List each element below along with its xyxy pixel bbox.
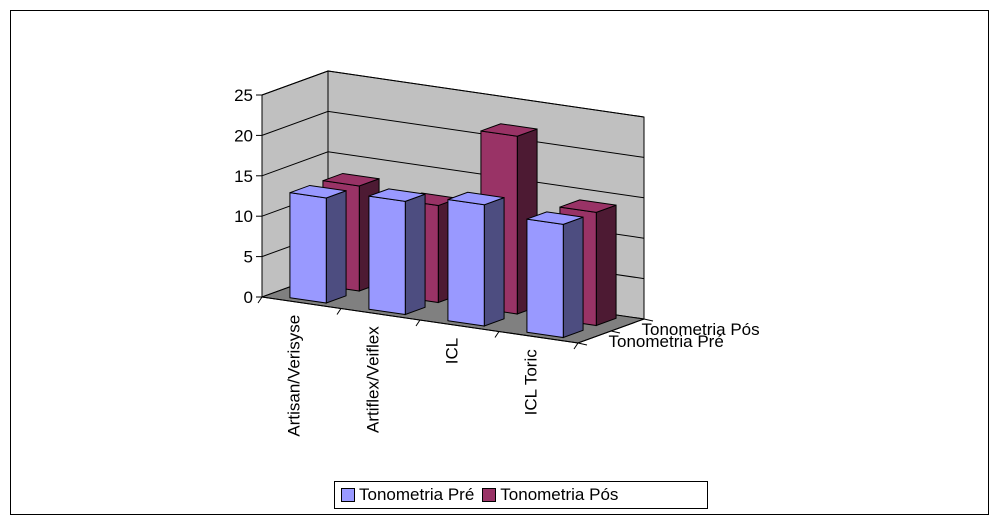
x-tick-mark [573, 342, 579, 350]
bar-top [447, 191, 505, 206]
gridline-15 [261, 151, 645, 199]
x-tick-label: Artisan/Verisyse [285, 315, 304, 437]
axes [256, 94, 654, 350]
bar-top [322, 172, 380, 187]
depth-tick-mark [643, 318, 654, 322]
x-tick-mark [415, 319, 421, 327]
bar-front [526, 218, 564, 339]
bar-top [526, 211, 584, 225]
y-tick-label: 15 [234, 167, 253, 186]
legend-swatch-pre [341, 488, 355, 502]
bar-top [289, 184, 347, 199]
gridline-25 [261, 70, 645, 118]
x-tick-label: Artiflex/Veiflex [364, 326, 383, 433]
y-tick-label: 0 [244, 288, 253, 307]
legend-entry-pre: Tonometria Pré [341, 485, 474, 505]
y-tick-label: 25 [234, 86, 253, 105]
gridline-20 [261, 110, 645, 158]
bar-front [289, 192, 327, 304]
bars [289, 123, 617, 339]
bar-front [447, 198, 485, 327]
depth-label: Tonometria Pré [609, 332, 724, 351]
bar-pre-1 [368, 188, 426, 316]
bar-pre-0 [289, 184, 347, 304]
depth-label: Tonometria Pós [642, 320, 760, 339]
bar-side [404, 193, 426, 316]
bar-pre-3 [526, 211, 584, 339]
x-tick-mark [336, 308, 342, 315]
x-tick-mark [494, 331, 500, 338]
bar-side [483, 196, 505, 327]
bar-side [595, 204, 617, 327]
bar-top [368, 188, 426, 202]
y-tick-label: 5 [244, 248, 253, 267]
legend-swatch-pos [482, 488, 497, 502]
x-tick-mark [257, 296, 263, 304]
depth-tick-mark [577, 342, 588, 346]
bar-side [325, 190, 347, 304]
bar-top [480, 123, 538, 137]
bar-side [562, 216, 584, 339]
y-tick-label: 10 [234, 207, 253, 226]
legend-label-pre: Tonometria Pré [359, 485, 475, 504]
bar-top [559, 199, 617, 213]
x-tick-label: ICL Toric [522, 349, 541, 416]
x-tick-label: ICL [443, 338, 462, 364]
y-tick-label: 20 [234, 126, 253, 145]
legend-label-pos: Tonometria Pós [500, 485, 619, 504]
bar-front [368, 195, 406, 316]
legend-entry-pos: Tonometria Pós [482, 485, 618, 505]
bar-pre-2 [447, 191, 505, 327]
legend: Tonometria Pré Tonometria Pós [334, 481, 708, 509]
depth-tick-mark [610, 330, 621, 334]
